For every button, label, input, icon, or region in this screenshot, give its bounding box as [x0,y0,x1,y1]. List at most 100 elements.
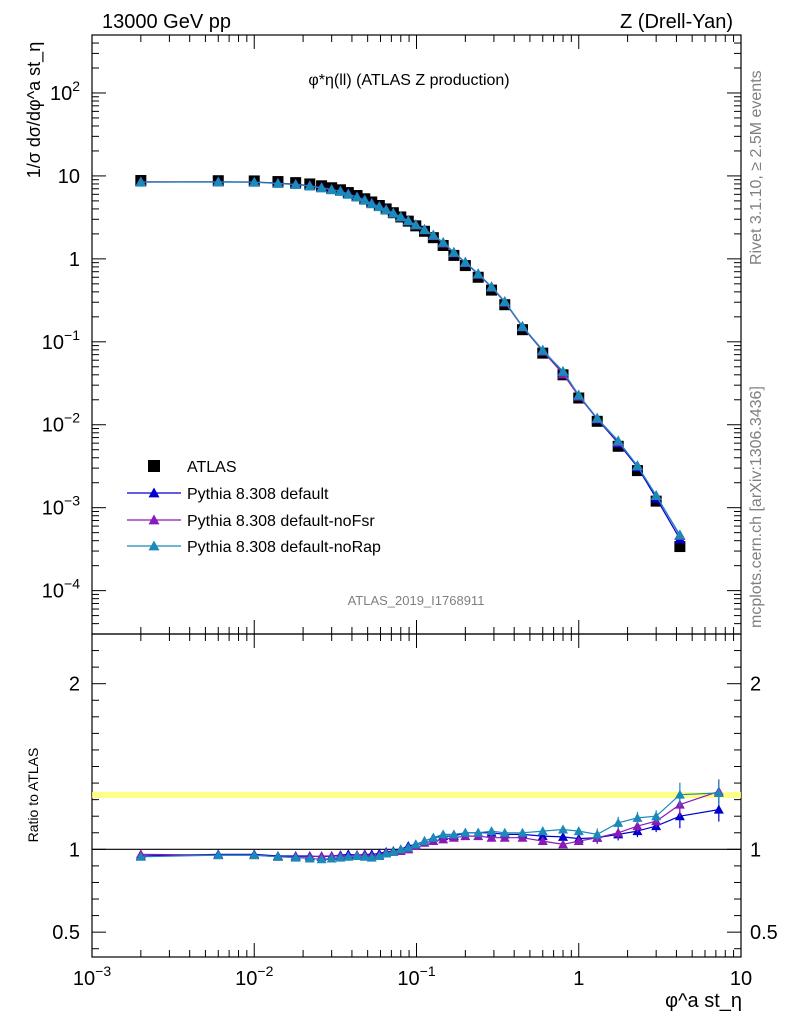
data-point [437,236,449,247]
x-tick-label: 10−2 [235,963,273,990]
legend-marker [148,514,160,525]
ratio-point [290,852,301,862]
data-point [427,229,439,240]
legend-label: Pythia 8.308 default-noFsr [187,513,375,530]
y-tick-label: 10−1 [42,327,80,354]
ratio-point [573,826,584,836]
ratio-point [326,853,337,863]
ratio-point [613,817,624,827]
ratio-line [140,790,719,858]
ratio-point [395,844,406,854]
ratio-point [713,804,724,814]
data-point [557,365,569,376]
ratio-point [359,851,370,861]
ratio-point [537,831,548,841]
data-point [573,389,585,400]
legend-label: Pythia 8.308 default [187,486,329,503]
main-ticks: 10−4 10−3 10−2 10−1 1 10 102 [42,34,742,635]
ratio-point [448,829,459,839]
main-y-axis-label: 1/σ dσ/dφ^a st_η [24,42,45,178]
main-series [135,175,686,553]
ratio-point [438,834,449,844]
y-tick-label-right: 0.5 [750,922,778,944]
ratio-panel: Ratio to ATLAS 10−3 10−2 10−1 1 10 0.5 0.5 1 1 2 2 [25,633,778,990]
data-point [326,184,338,195]
y-tick-label: 1 [69,249,80,271]
data-point [516,320,528,331]
ratio-series [135,779,724,864]
ratio-point [713,788,724,798]
data-point [499,296,511,307]
ratio-point [592,829,603,839]
data-point [316,182,328,193]
data-point [410,219,422,230]
y-tick-label-right: 1 [750,839,761,861]
ratio-point [410,839,421,849]
ratio-point [304,853,315,863]
ratio-point [473,827,484,837]
data-point [650,490,662,500]
ratio-point [486,832,497,842]
data-point [631,460,643,471]
data-point [334,185,346,196]
ratio-uncertainty-band [92,792,741,798]
legend: ATLAS Pythia 8.308 default Pythia 8.308 de… [127,459,381,556]
data-point [418,224,430,235]
data-point [212,176,224,187]
ratio-point [558,824,569,834]
data-point [248,176,260,187]
y-tick-label: 1 [69,839,80,861]
data-point [591,412,603,423]
ratio-series-2 [135,781,724,864]
ratio-y-axis-label: Ratio to ATLAS [25,748,41,843]
ratio-point [499,827,510,837]
header-right: Z (Drell-Yan) [620,11,733,33]
ratio-point [272,851,283,861]
data-point [674,541,686,553]
data-point [395,211,407,222]
ratio-point [558,831,569,841]
side-rivet-label: Rivet 3.1.10, ≥ 2.5M events [748,70,765,265]
ratio-point [537,826,548,836]
y-tick-label: 0.5 [52,922,80,944]
data-point [537,344,549,355]
y-tick-label: 10−3 [42,493,80,520]
data-point [387,207,399,218]
data-point [366,198,378,209]
ratio-point [335,852,346,862]
data-point [472,268,484,279]
data-point [402,215,414,226]
legend-marker [148,460,160,472]
legend-marker [148,540,160,551]
ratio-point [438,829,449,839]
ratio-point [388,846,399,856]
side-mcplots-label: mcplots.cern.ch [arXiv:1306.3436] [748,386,765,628]
ratio-point [517,827,528,837]
ratio-point [316,854,327,864]
y-tick-label: 2 [69,674,80,696]
series-3 [135,176,686,540]
x-tick-label: 10−1 [397,963,435,990]
ratio-point [460,827,471,837]
ratio-point [352,850,363,860]
ratio-point [517,832,528,842]
data-point [342,188,354,199]
series-line [140,181,681,537]
header-left: 13000 GeV pp [102,11,231,33]
ratio-point [403,842,414,852]
data-point [612,435,624,446]
ratio-point [428,832,439,842]
ratio-point [213,850,224,860]
data-point [486,281,498,292]
main-panel: φ*η(ll) (ATLAS Z production) ATLAS_2019_… [24,34,742,635]
ratio-point [537,836,548,846]
data-point [380,204,392,215]
data-point [359,194,371,205]
ratio-point [651,811,662,821]
ratio-point [558,839,569,849]
y-tick-label: 10 [58,166,80,188]
x-tick-label: 10−3 [73,963,111,990]
y-tick-label: 10−4 [42,576,80,603]
ratio-point [249,850,260,860]
analysis-id: ATLAS_2019_I1768911 [348,593,485,608]
